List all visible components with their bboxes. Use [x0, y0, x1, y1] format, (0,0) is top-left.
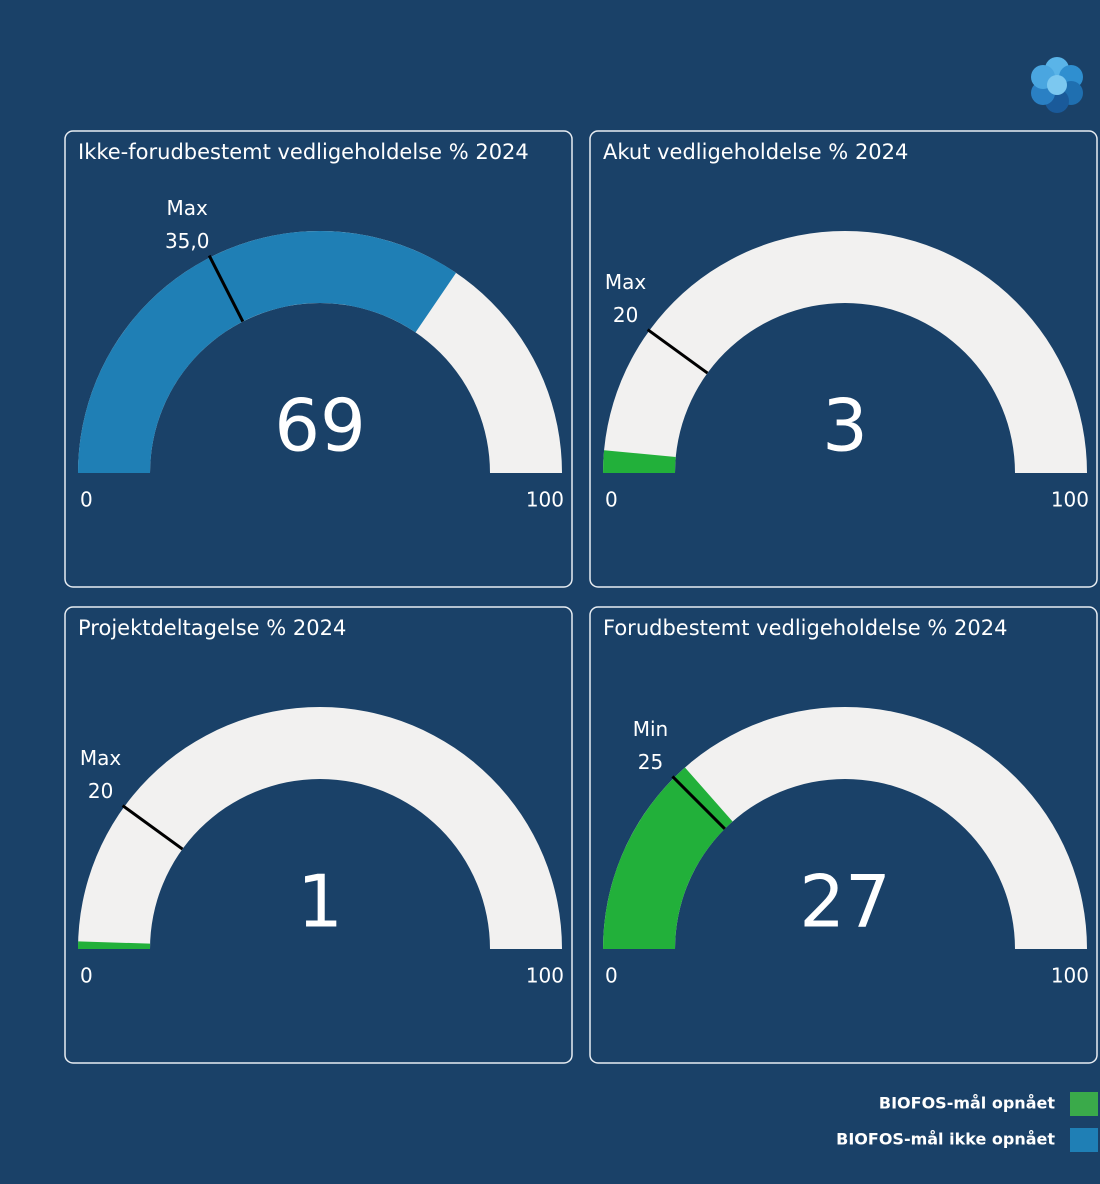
chart-title: Forudbestemt vedligeholdelse % 2024 [603, 616, 1007, 640]
panel [64, 606, 573, 1064]
gauge-range-label: 0 [605, 964, 618, 988]
gauge-value: 1 [297, 860, 343, 944]
legend-swatch [1070, 1092, 1098, 1116]
chart-title: Akut vedligeholdelse % 2024 [603, 140, 908, 164]
gauge-range-label: 100 [526, 488, 564, 512]
target-name: Min [633, 717, 669, 741]
gauge-range-label: 100 [526, 964, 564, 988]
target-marker [207, 254, 245, 323]
gauge-value: 69 [274, 384, 366, 468]
gauge-value-arc [603, 767, 733, 949]
legend-label: BIOFOS-mål opnået [879, 1094, 1055, 1113]
target-value: 35,0 [165, 229, 210, 253]
target-value: 20 [613, 303, 638, 327]
gauge-range-label: 100 [1051, 488, 1089, 512]
panel [589, 606, 1098, 1064]
target-name: Max [80, 746, 122, 770]
gauge-value: 3 [822, 384, 868, 468]
gauge-track [603, 231, 1087, 473]
gauge-value-arc [78, 941, 151, 949]
target-name: Max [167, 196, 209, 220]
gauge-track [78, 707, 562, 949]
legend-swatch [1070, 1128, 1098, 1152]
panel [589, 130, 1098, 588]
target-marker [671, 775, 726, 830]
gauge-track [603, 707, 1087, 949]
target-value: 20 [88, 779, 113, 803]
gauge-range-label: 100 [1051, 964, 1089, 988]
gauge-value-arc [603, 450, 676, 473]
target-name: Max [605, 270, 647, 294]
chart-title: Ikke-forudbestemt vedligeholdelse % 2024 [78, 140, 529, 164]
gauge-range-label: 0 [80, 488, 93, 512]
logo [1031, 57, 1083, 113]
legend-label: BIOFOS-mål ikke opnået [836, 1130, 1055, 1149]
chart-title: Projektdeltagelse % 2024 [78, 616, 346, 640]
panel [64, 130, 573, 588]
target-marker [121, 804, 184, 851]
gauge-range-label: 0 [605, 488, 618, 512]
gauge-value-arc [78, 231, 457, 473]
target-marker [646, 328, 709, 375]
gauge-value: 27 [799, 860, 891, 944]
gauge-range-label: 0 [80, 964, 93, 988]
target-value: 25 [638, 750, 663, 774]
